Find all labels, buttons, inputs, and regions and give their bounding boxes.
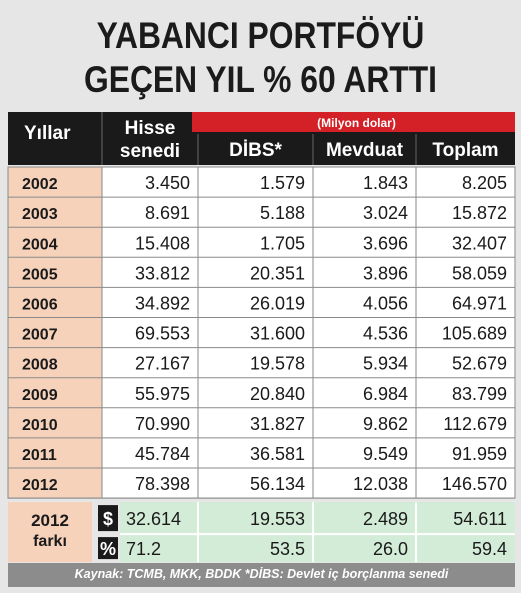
- row-year: 2008: [22, 357, 58, 374]
- column-header-stocks-line1: Hisse: [125, 118, 176, 139]
- table-border: [7, 166, 516, 499]
- cell-value: 36.581: [250, 444, 305, 464]
- title-line-1: YABANCI PORTFÖYÜ: [96, 15, 425, 56]
- cell-value: 1.579: [260, 173, 305, 193]
- cell-value: 4.056: [363, 293, 408, 313]
- column-header-stocks-line2: senedi: [120, 141, 180, 162]
- cell-value: 91.959: [452, 444, 507, 464]
- summary-label-line2: farkı: [33, 533, 67, 550]
- summary-value: 71.2: [126, 539, 161, 559]
- cell-value: 55.975: [135, 384, 190, 404]
- column-header-4: Toplam: [432, 140, 498, 161]
- cell-value: 69.553: [135, 324, 190, 344]
- cell-value: 8.691: [145, 203, 190, 223]
- cell-value: 4.536: [363, 324, 408, 344]
- unit-note: (Milyon dolar): [317, 116, 396, 130]
- summary-band: [120, 502, 515, 563]
- cell-value: 27.167: [135, 354, 190, 374]
- cell-value: 5.934: [363, 354, 408, 374]
- unit-box: [98, 505, 118, 532]
- summary-value: 19.553: [250, 509, 305, 529]
- summary-value: 26.0: [373, 539, 408, 559]
- summary-label-bg: [8, 502, 92, 563]
- column-header-2: DİBS*: [229, 140, 282, 161]
- unit-bar: [192, 112, 515, 132]
- title-line-2: GEÇEN YIL % 60 ARTTI: [83, 59, 438, 100]
- cell-value: 58.059: [452, 263, 507, 283]
- cell-value: 105.689: [442, 324, 507, 344]
- cell-value: 1.843: [363, 173, 408, 193]
- cell-value: 52.679: [452, 354, 507, 374]
- cell-value: 20.351: [250, 263, 305, 283]
- row-year: 2005: [22, 266, 58, 283]
- summary-label-line1: 2012: [31, 511, 69, 530]
- cell-value: 12.038: [353, 474, 408, 494]
- cell-value: 56.134: [250, 474, 305, 494]
- cell-value: 32.407: [452, 233, 507, 253]
- cell-value: 3.896: [363, 263, 408, 283]
- row-year: 2011: [22, 447, 57, 464]
- cell-value: 31.827: [250, 414, 305, 434]
- unit-symbol: $: [103, 509, 113, 529]
- cell-value: 26.019: [250, 293, 305, 313]
- unit-symbol: %: [100, 539, 116, 559]
- cell-value: 1.705: [260, 233, 305, 253]
- cell-value: 83.799: [452, 384, 507, 404]
- cell-value: 78.398: [135, 474, 190, 494]
- page-title: YABANCI PORTFÖYÜ GEÇEN YIL % 60 ARTTI: [0, 14, 521, 102]
- year-column-bg: [8, 167, 102, 499]
- cell-value: 70.990: [135, 414, 190, 434]
- cell-value: 9.862: [363, 414, 408, 434]
- cell-value: 15.872: [452, 203, 507, 223]
- cell-value: 9.549: [363, 444, 408, 464]
- row-year: 2010: [22, 417, 58, 434]
- cell-value: 3.696: [363, 233, 408, 253]
- footer-bar: [8, 563, 515, 587]
- cell-value: 3.024: [363, 203, 408, 223]
- row-year: 2009: [22, 387, 58, 404]
- cell-value: 45.784: [135, 444, 190, 464]
- row-year: 2006: [22, 296, 58, 313]
- summary-value: 59.4: [472, 539, 507, 559]
- values-bg: [102, 167, 515, 499]
- cell-value: 33.812: [135, 263, 190, 283]
- summary-value: 2.489: [363, 509, 408, 529]
- summary-value: 53.5: [270, 539, 305, 559]
- cell-value: 146.570: [442, 474, 507, 494]
- row-year: 2012: [22, 477, 58, 494]
- unit-box: [98, 537, 118, 560]
- cell-value: 112.679: [443, 414, 507, 434]
- cell-value: 6.984: [363, 384, 408, 404]
- row-year: 2004: [22, 236, 58, 253]
- cell-value: 31.600: [250, 324, 305, 344]
- cell-value: 15.408: [135, 233, 190, 253]
- source-note: Kaynak: TCMB, MKK, BDDK *DİBS: Devlet iç…: [74, 567, 449, 581]
- cell-value: 8.205: [462, 173, 507, 193]
- column-header-years: Yıllar: [24, 123, 71, 144]
- cell-value: 34.892: [135, 293, 190, 313]
- row-year: 2007: [22, 327, 58, 344]
- cell-value: 3.450: [145, 173, 190, 193]
- cell-value: 5.188: [260, 203, 305, 223]
- summary-value: 54.611: [453, 509, 507, 529]
- column-header-3: Mevduat: [326, 140, 404, 161]
- cell-value: 64.971: [452, 293, 507, 313]
- cell-value: 19.578: [250, 354, 305, 374]
- summary-value: 32.614: [126, 509, 181, 529]
- cell-value: 20.840: [250, 384, 305, 404]
- row-year: 2002: [22, 176, 58, 193]
- row-year: 2003: [22, 206, 58, 223]
